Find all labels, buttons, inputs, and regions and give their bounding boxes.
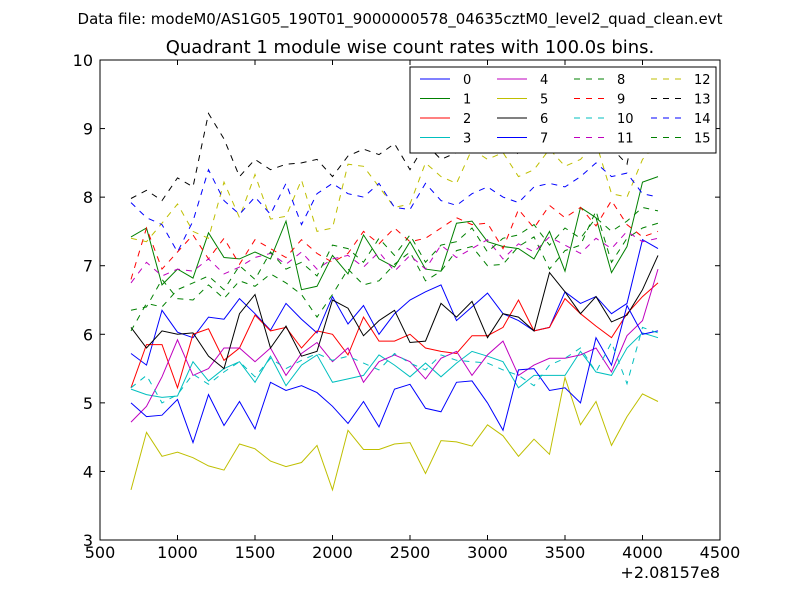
axis-ticks: 500 1000 1500 2000 2500 3000 3500 4000 4500 3 4 5 6 7… [73,51,741,562]
x-tick-label: 4500 [700,543,741,562]
series-line-3 [130,332,659,398]
series-line-6 [130,255,659,370]
series-line-2 [130,282,659,390]
legend-frame [409,66,717,154]
x-tick-label: 2000 [312,543,353,562]
x-tick-label: 1500 [235,543,276,562]
y-tick-label: 4 [83,462,93,481]
series-line-10 [130,326,659,404]
y-tick-label: 9 [83,120,93,139]
legend-label-2: 2 [463,112,471,127]
series-line-4 [130,268,659,423]
series-layer [130,86,659,492]
legend-label-10: 10 [617,112,634,127]
legend-label-14: 14 [694,112,711,127]
series-line-5 [130,375,659,492]
y-tick-label: 3 [83,531,93,550]
legend-label-6: 6 [540,112,548,127]
legend-label-12: 12 [694,73,711,88]
chart-title: Quadrant 1 module wise count rates with … [166,37,655,58]
data-file-suptitle: Data file: modeM0/AS1G05_190T01_90000005… [78,10,723,29]
legend-label-9: 9 [617,93,625,108]
series-line-11 [130,230,659,284]
y-tick-label: 8 [83,188,93,207]
legend-label-3: 3 [463,132,471,147]
y-tick-label: 7 [83,257,93,276]
x-tick-label: 1000 [157,543,198,562]
y-tick-label: 10 [73,51,93,70]
legend-label-13: 13 [694,93,711,108]
x-tick-label: 3500 [545,543,586,562]
x-offset-label: +2.08157e8 [620,563,720,582]
x-tick-label: 3000 [467,543,508,562]
series-line-14 [130,162,659,254]
series-line-1 [130,176,659,291]
series-line-8 [130,209,659,318]
legend-label-5: 5 [540,93,548,108]
y-tick-label: 6 [83,325,93,344]
legend-label-15: 15 [694,132,711,147]
series-line-9 [130,199,659,280]
legend-label-8: 8 [617,73,625,88]
series-line-12 [130,141,659,243]
x-tick-label: 4000 [622,543,663,562]
legend-label-1: 1 [463,93,471,108]
series-line-0 [130,238,659,366]
series-line-15 [130,206,659,332]
x-tick-label: 500 [85,543,116,562]
y-tick-label: 5 [83,394,93,413]
legend-label-0: 0 [463,73,471,88]
legend-label-11: 11 [617,132,634,147]
series-line-7 [130,304,659,445]
legend-label-4: 4 [540,73,548,88]
legend-label-7: 7 [540,132,548,147]
x-tick-label: 2500 [390,543,431,562]
